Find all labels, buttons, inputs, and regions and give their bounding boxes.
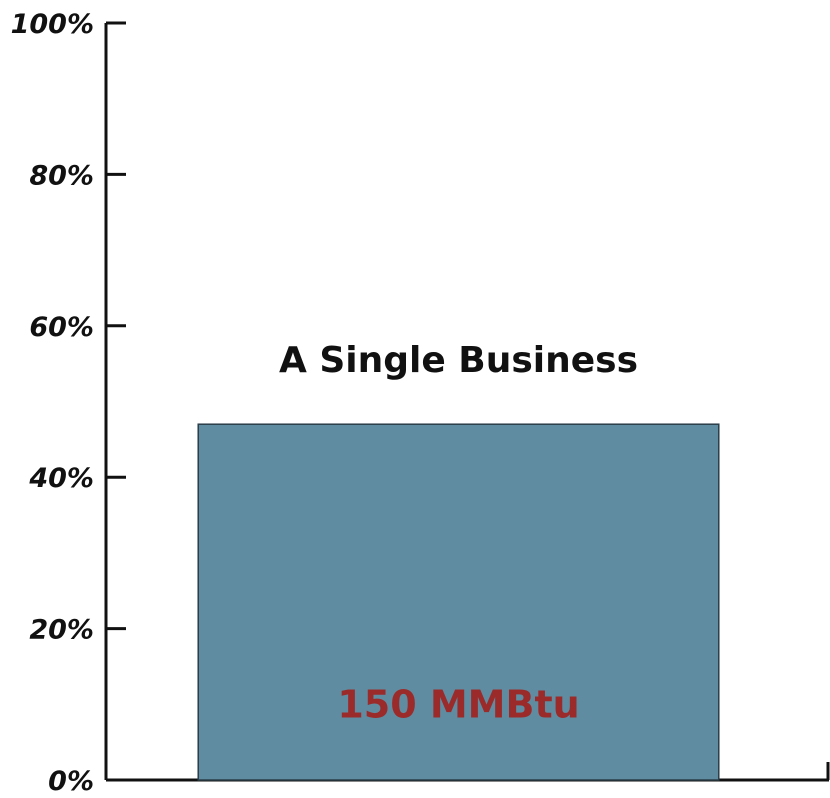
y-tick-label: 60% xyxy=(29,312,94,343)
y-tick-label: 40% xyxy=(28,463,94,494)
y-tick-label: 80% xyxy=(29,160,94,191)
bar-value-label: 150 MMBtu xyxy=(337,683,579,727)
y-axis-ticks: 0% 20% 40% 60% 80% 100% xyxy=(11,9,126,797)
y-tick-label: 20% xyxy=(29,615,94,646)
category-label: A Single Business xyxy=(279,340,638,381)
bar xyxy=(197,423,720,781)
labels-group: A Single Business 150 MMBtu xyxy=(279,340,638,727)
y-tick-label: 0% xyxy=(48,766,94,797)
bars-group xyxy=(197,423,720,781)
y-tick-label: 100% xyxy=(11,9,94,40)
